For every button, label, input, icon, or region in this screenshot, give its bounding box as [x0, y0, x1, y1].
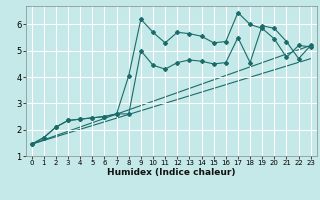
X-axis label: Humidex (Indice chaleur): Humidex (Indice chaleur): [107, 168, 236, 177]
